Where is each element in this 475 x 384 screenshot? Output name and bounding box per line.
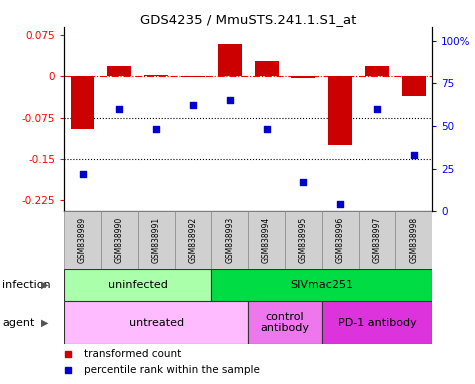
Bar bbox=[218, 45, 242, 76]
Text: untreated: untreated bbox=[129, 318, 184, 328]
Text: GSM838997: GSM838997 bbox=[372, 217, 381, 263]
Text: GSM838992: GSM838992 bbox=[189, 217, 198, 263]
Bar bbox=[211, 211, 248, 269]
Bar bbox=[365, 66, 389, 76]
Text: transformed count: transformed count bbox=[85, 349, 181, 359]
Bar bbox=[138, 211, 175, 269]
Title: GDS4235 / MmuSTS.241.1.S1_at: GDS4235 / MmuSTS.241.1.S1_at bbox=[140, 13, 356, 26]
Bar bbox=[255, 61, 278, 76]
Bar bbox=[107, 66, 131, 76]
Bar bbox=[144, 75, 168, 76]
Text: GSM838996: GSM838996 bbox=[336, 217, 345, 263]
Point bbox=[189, 102, 197, 108]
Text: GSM838990: GSM838990 bbox=[115, 217, 124, 263]
Text: GSM838994: GSM838994 bbox=[262, 217, 271, 263]
Text: PD-1 antibody: PD-1 antibody bbox=[338, 318, 417, 328]
Bar bbox=[175, 211, 211, 269]
Text: SIVmac251: SIVmac251 bbox=[290, 280, 353, 290]
Point bbox=[263, 126, 270, 132]
Point bbox=[226, 97, 234, 103]
Point bbox=[152, 126, 160, 132]
Point bbox=[410, 152, 418, 158]
Text: GSM838995: GSM838995 bbox=[299, 217, 308, 263]
Point bbox=[300, 179, 307, 185]
Bar bbox=[181, 76, 205, 78]
Text: agent: agent bbox=[2, 318, 35, 328]
Point bbox=[373, 106, 381, 112]
Bar bbox=[402, 76, 426, 96]
Text: GSM838998: GSM838998 bbox=[409, 217, 418, 263]
Bar bbox=[292, 76, 315, 78]
Bar bbox=[285, 211, 322, 269]
Bar bbox=[328, 76, 352, 145]
Bar bbox=[359, 211, 395, 269]
Bar bbox=[322, 301, 432, 344]
Bar bbox=[211, 269, 432, 301]
Bar bbox=[71, 76, 95, 129]
Text: GSM838991: GSM838991 bbox=[152, 217, 161, 263]
Point bbox=[79, 170, 86, 177]
Bar bbox=[64, 211, 101, 269]
Text: control
antibody: control antibody bbox=[260, 312, 310, 333]
Text: ▶: ▶ bbox=[41, 280, 49, 290]
Bar bbox=[64, 301, 248, 344]
Point bbox=[336, 201, 344, 207]
Text: GSM838989: GSM838989 bbox=[78, 217, 87, 263]
Bar bbox=[395, 211, 432, 269]
Bar bbox=[248, 211, 285, 269]
Text: percentile rank within the sample: percentile rank within the sample bbox=[85, 365, 260, 375]
Bar bbox=[322, 211, 359, 269]
Bar bbox=[248, 301, 322, 344]
Text: ▶: ▶ bbox=[41, 318, 49, 328]
Text: GSM838993: GSM838993 bbox=[225, 217, 234, 263]
Point bbox=[115, 106, 123, 112]
Text: infection: infection bbox=[2, 280, 51, 290]
Bar bbox=[64, 269, 211, 301]
Text: uninfected: uninfected bbox=[108, 280, 168, 290]
Bar bbox=[101, 211, 138, 269]
